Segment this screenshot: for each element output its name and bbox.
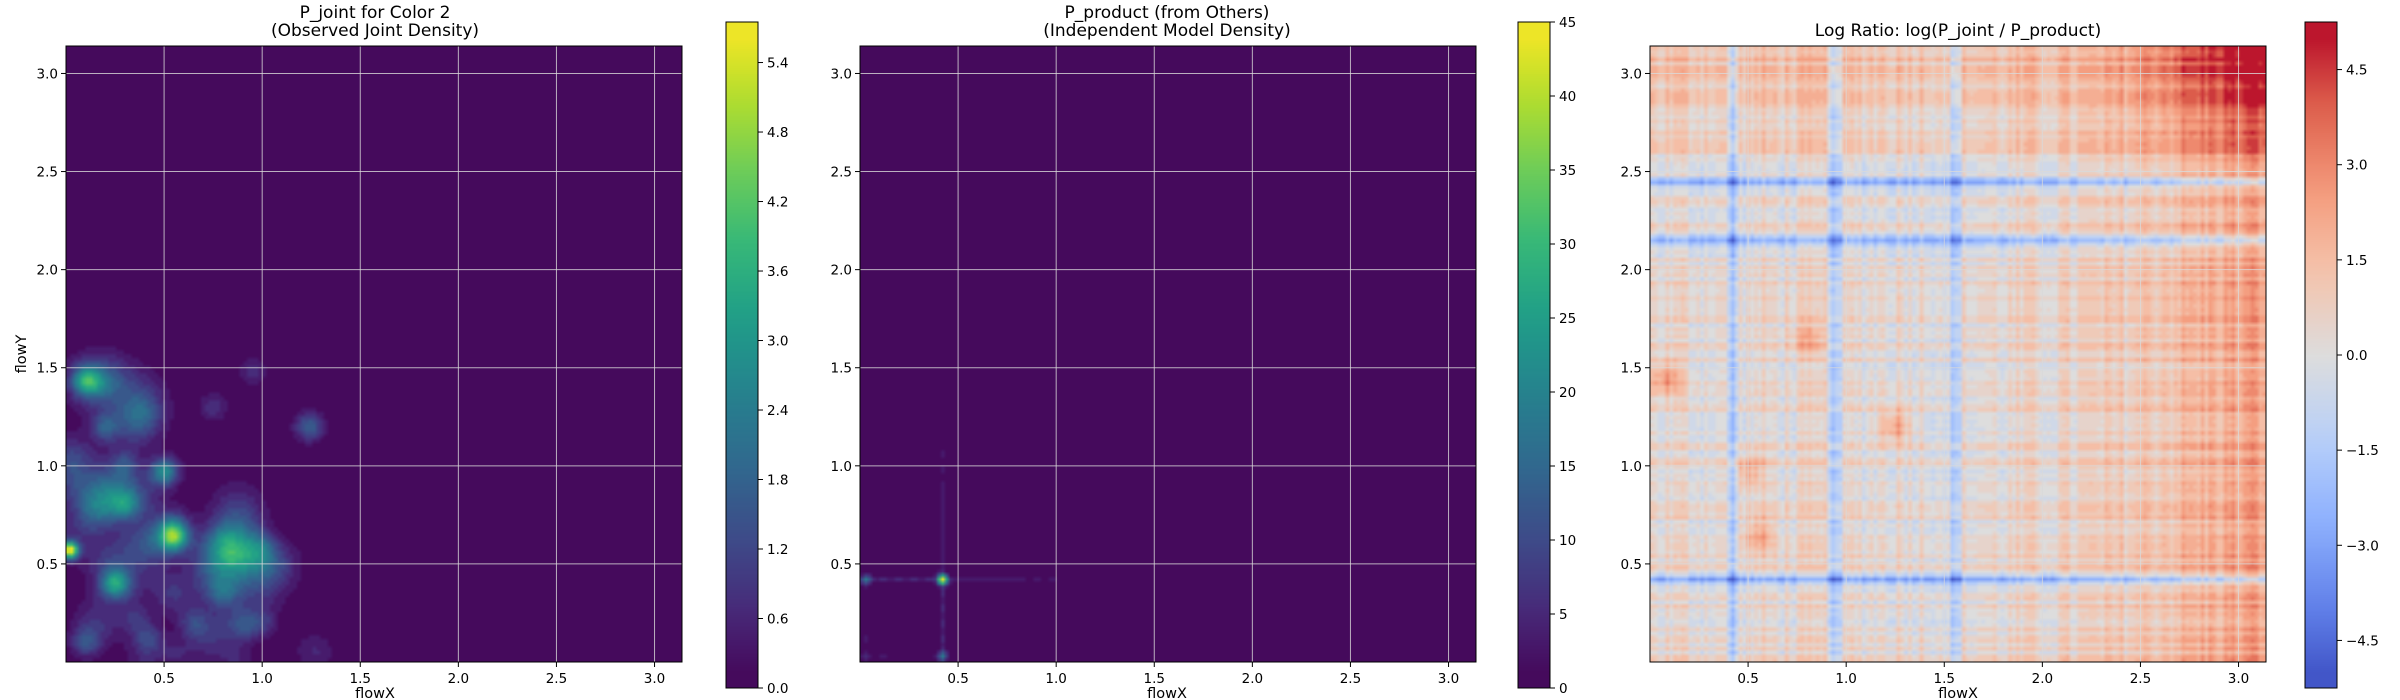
panel-1-y-axis-label: flowY [14, 335, 30, 374]
panel-2-colorbar-ticks: 0 5 10 15 20 25 30 35 40 45 [1550, 15, 1576, 697]
y-tick-label: 1.0 [831, 459, 852, 475]
colorbar-tick-label: 5 [1559, 607, 1568, 623]
panel-1-colorbar-ticks: 0.0 0.6 1.2 1.8 2.4 3.0 3.6 4.2 4.8 5.4 [758, 56, 788, 697]
panel-3-title-line-1: Log Ratio: log(P_joint / P_product) [1815, 21, 2101, 41]
colorbar-tick-label: 1.8 [767, 473, 788, 489]
y-tick-label: 2.0 [37, 263, 58, 279]
colorbar-tick-label: 2.4 [767, 403, 788, 419]
panel-1-colorbar [726, 22, 758, 688]
x-tick-label: 1.0 [251, 671, 272, 687]
colorbar-tick-label: 25 [1559, 311, 1576, 327]
colorbar-tick-label: 5.4 [767, 56, 788, 72]
y-tick-label: 2.0 [831, 263, 852, 279]
x-tick-label: 2.5 [546, 671, 567, 687]
x-tick-label: 0.5 [947, 671, 968, 687]
panel-3-y-ticks: 0.5 1.0 1.5 2.0 2.5 3.0 [1621, 66, 1650, 573]
colorbar-tick-label: 4.8 [767, 125, 788, 141]
panel-3-colorbar-ticks: −4.5 −3.0 −1.5 0.0 1.5 3.0 4.5 [2337, 63, 2379, 649]
y-tick-label: 3.0 [831, 66, 852, 82]
colorbar-tick-label: 1.5 [2346, 253, 2367, 269]
y-tick-label: 2.5 [831, 165, 852, 181]
colorbar-tick-label: 1.2 [767, 542, 788, 558]
colorbar-tick-label: 40 [1559, 89, 1576, 105]
y-tick-label: 2.5 [37, 165, 58, 181]
x-tick-label: 1.0 [1045, 671, 1066, 687]
x-tick-label: 1.0 [1835, 671, 1856, 687]
x-tick-label: 3.0 [2228, 671, 2249, 687]
colorbar-tick-label: 30 [1559, 237, 1576, 253]
x-tick-label: 2.0 [1242, 671, 1263, 687]
colorbar-tick-label: 0.6 [767, 612, 788, 628]
panel-1-title-line-2: (Observed Joint Density) [271, 21, 479, 41]
y-tick-label: 0.5 [1621, 557, 1642, 573]
panel-2-colorbar [1518, 22, 1550, 688]
x-tick-label: 1.5 [1934, 671, 1955, 687]
colorbar-tick-label: 3.0 [767, 334, 788, 350]
colorbar-tick-label: 0 [1559, 681, 1568, 697]
y-tick-label: 3.0 [37, 66, 58, 82]
colorbar-tick-label: 3.6 [767, 264, 788, 280]
y-tick-label: 0.5 [37, 557, 58, 573]
colorbar-tick-label: 20 [1559, 385, 1576, 401]
panel-2-x-ticks: 0.5 1.0 1.5 2.0 2.5 3.0 [947, 662, 1459, 687]
panel-1-heatmap [66, 46, 682, 662]
panel-1-y-ticks: 0.5 1.0 1.5 2.0 2.5 3.0 [37, 66, 66, 573]
colorbar-tick-label: 45 [1559, 15, 1576, 31]
x-tick-label: 0.5 [153, 671, 174, 687]
panel-1-colorbar-frame [725, 21, 759, 689]
x-tick-label: 1.5 [350, 671, 371, 687]
x-tick-label: 1.5 [1144, 671, 1165, 687]
panel-2-plot-frame [859, 45, 1477, 663]
colorbar-tick-label: −1.5 [2346, 443, 2379, 459]
panel-1-plot-frame [65, 45, 683, 663]
colorbar-tick-label: 15 [1559, 459, 1576, 475]
colorbar-tick-label: −4.5 [2346, 633, 2379, 649]
x-tick-label: 3.0 [1438, 671, 1459, 687]
colorbar-tick-label: 0.0 [767, 681, 788, 697]
y-tick-label: 0.5 [831, 557, 852, 573]
panel-3-x-axis-label: flowX [1938, 686, 1978, 700]
panel-1-gridlines [66, 46, 682, 662]
x-tick-label: 2.0 [448, 671, 469, 687]
panel-2-gridlines [860, 46, 1476, 662]
y-tick-label: 1.5 [1621, 361, 1642, 377]
x-tick-label: 2.0 [2032, 671, 2053, 687]
x-tick-label: 2.5 [2130, 671, 2151, 687]
colorbar-tick-label: 4.5 [2346, 63, 2367, 79]
panel-1-title-line-1: P_joint for Color 2 [300, 3, 451, 23]
colorbar-tick-label: 0.0 [2346, 348, 2367, 364]
y-tick-label: 1.0 [37, 459, 58, 475]
x-tick-label: 2.5 [1340, 671, 1361, 687]
panel-3-heatmap [1650, 46, 2266, 662]
panel-log-ratio: Log Ratio: log(P_joint / P_product) 0.5 1… [1621, 21, 2379, 700]
colorbar-tick-label: −3.0 [2346, 538, 2379, 554]
panel-3-plot-frame [1649, 45, 2267, 663]
colorbar-tick-label: 35 [1559, 163, 1576, 179]
y-tick-label: 2.5 [1621, 165, 1642, 181]
panel-2-colorbar-frame [1517, 21, 1551, 689]
panel-2-heatmap [860, 46, 1476, 662]
panel-3-gridlines [1650, 46, 2266, 662]
panel-p-joint: P_joint for Color 2 (Observed Joint Dens… [14, 3, 788, 700]
colorbar-tick-label: 10 [1559, 533, 1576, 549]
panel-3-colorbar [2305, 22, 2337, 688]
panel-3-x-ticks: 0.5 1.0 1.5 2.0 2.5 3.0 [1737, 662, 2249, 687]
y-tick-label: 1.5 [37, 361, 58, 377]
panel-p-product: P_product (from Others) (Independent Mod… [831, 3, 1577, 700]
panel-1-x-axis-label: flowX [355, 686, 395, 700]
x-tick-label: 0.5 [1737, 671, 1758, 687]
panel-1-x-ticks: 0.5 1.0 1.5 2.0 2.5 3.0 [153, 662, 665, 687]
y-tick-label: 1.0 [1621, 459, 1642, 475]
colorbar-tick-label: 3.0 [2346, 158, 2367, 174]
y-tick-label: 3.0 [1621, 66, 1642, 82]
colorbar-tick-label: 4.2 [767, 195, 788, 211]
panel-2-title-line-2: (Independent Model Density) [1043, 21, 1291, 41]
y-tick-label: 1.5 [831, 361, 852, 377]
y-tick-label: 2.0 [1621, 263, 1642, 279]
panel-2-x-axis-label: flowX [1147, 686, 1187, 700]
x-tick-label: 3.0 [644, 671, 665, 687]
panel-2-title-line-1: P_product (from Others) [1065, 3, 1270, 23]
panel-2-y-ticks: 0.5 1.0 1.5 2.0 2.5 3.0 [831, 66, 860, 573]
